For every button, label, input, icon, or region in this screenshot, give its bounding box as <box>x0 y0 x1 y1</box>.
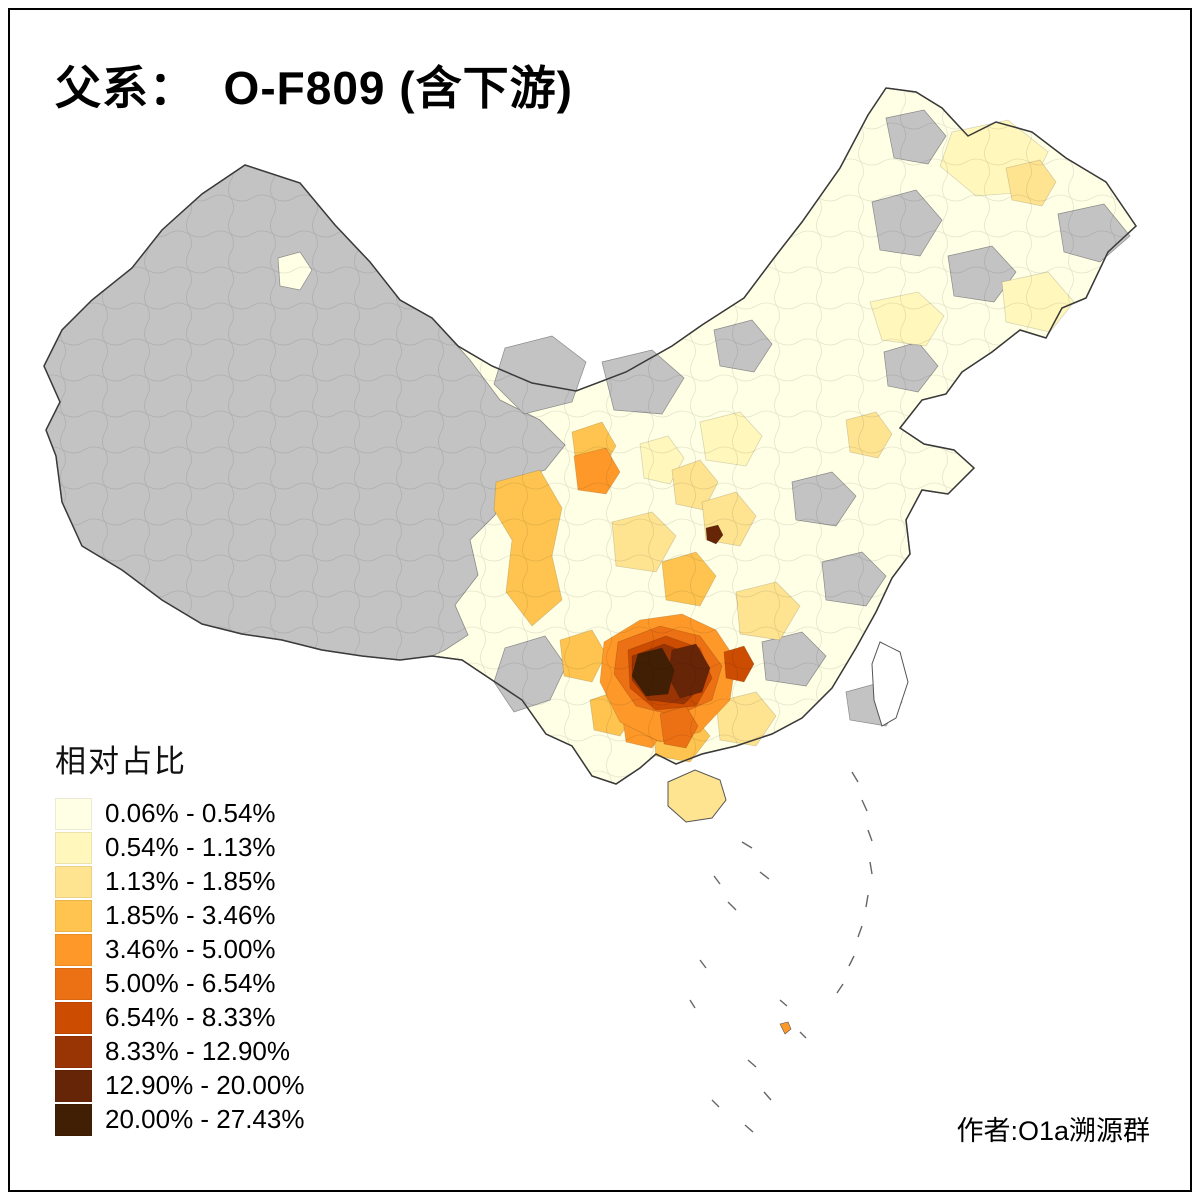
legend-item: 0.54% - 1.13% <box>55 831 304 864</box>
taiwan-island <box>871 641 909 727</box>
legend-swatch <box>55 831 92 864</box>
legend-label: 5.00% - 6.54% <box>105 968 276 998</box>
legend-item: 1.85% - 3.46% <box>55 899 304 932</box>
legend-swatch <box>55 797 92 830</box>
map-title: 父系： O-F809 (含下游) <box>55 62 573 114</box>
legend-label: 20.00% - 27.43% <box>105 1104 305 1134</box>
legend-swatch <box>55 865 92 898</box>
legend: 相对占比 0.06% - 0.54% 0.54% - 1.13% 1.13% -… <box>55 736 304 1137</box>
prefecture-texture <box>44 88 1136 784</box>
sea-island-spot <box>779 1021 792 1035</box>
legend-item: 12.90% - 20.00% <box>55 1069 304 1102</box>
south-china-sea-dashes <box>689 771 873 1133</box>
legend-swatch <box>55 899 92 932</box>
legend-label: 6.54% - 8.33% <box>105 1002 276 1032</box>
legend-label: 1.85% - 3.46% <box>105 900 276 930</box>
legend-swatch <box>55 933 92 966</box>
legend-item: 1.13% - 1.85% <box>55 865 304 898</box>
legend-item: 3.46% - 5.00% <box>55 933 304 966</box>
legend-item: 0.06% - 0.54% <box>55 797 304 830</box>
legend-label: 1.13% - 1.85% <box>105 866 276 896</box>
legend-label: 0.54% - 1.13% <box>105 832 276 862</box>
legend-swatch <box>55 1035 92 1068</box>
legend-label: 3.46% - 5.00% <box>105 934 276 964</box>
legend-label: 0.06% - 0.54% <box>105 798 276 828</box>
legend-label: 8.33% - 12.90% <box>105 1036 291 1066</box>
legend-swatch <box>55 967 92 1000</box>
legend-item: 6.54% - 8.33% <box>55 1001 304 1034</box>
legend-swatch <box>55 1103 92 1136</box>
legend-item: 5.00% - 6.54% <box>55 967 304 1000</box>
legend-swatch <box>55 1069 92 1102</box>
legend-swatch <box>55 1001 92 1034</box>
legend-title: 相对占比 <box>55 744 187 779</box>
legend-item: 20.00% - 27.43% <box>55 1103 304 1136</box>
hainan-island <box>667 769 727 823</box>
legend-item: 8.33% - 12.90% <box>55 1035 304 1068</box>
attribution: 作者:O1a溯源群 <box>956 1116 1150 1146</box>
legend-label: 12.90% - 20.00% <box>105 1070 305 1100</box>
